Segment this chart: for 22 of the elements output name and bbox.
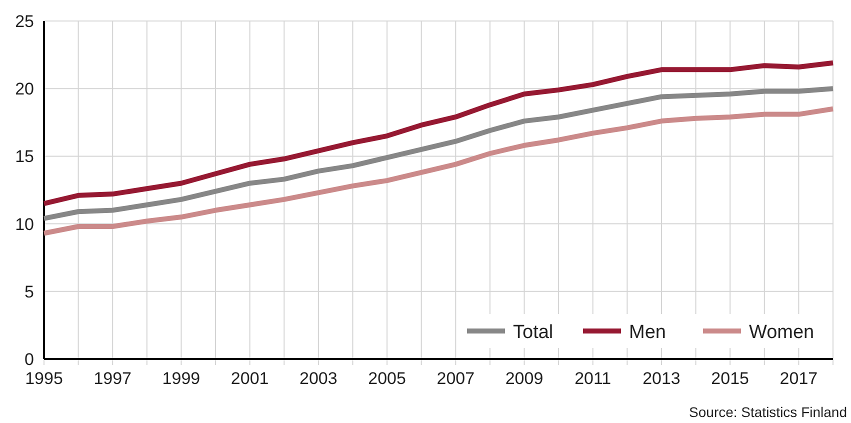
legend-label: Total <box>513 322 554 343</box>
y-tick-label: 0 <box>24 350 34 369</box>
y-tick-label: 15 <box>15 147 34 166</box>
x-tick-label: 2003 <box>300 369 338 388</box>
source-note: Source: Statistics Finland <box>689 404 847 420</box>
x-tick-label: 2001 <box>230 369 269 388</box>
y-tick-label: 10 <box>15 214 34 234</box>
x-tick-label: 2007 <box>436 369 475 388</box>
y-tick-label: 5 <box>24 282 34 302</box>
y-tick-label: 20 <box>15 80 34 99</box>
x-tick-label: 2013 <box>642 369 680 388</box>
x-tick-label: 2017 <box>780 369 818 388</box>
x-tick-label: 2005 <box>368 369 406 388</box>
x-tick-label: 1999 <box>162 369 200 388</box>
legend-label: Men <box>629 322 666 343</box>
x-tick-label: 1997 <box>94 369 132 388</box>
x-tick-label: 1995 <box>25 369 63 388</box>
x-tick-label: 2009 <box>505 369 544 388</box>
legend-label: Women <box>749 322 814 343</box>
y-tick-label: 25 <box>15 12 34 31</box>
x-tick-label: 2015 <box>711 369 749 388</box>
x-tick-label: 2011 <box>574 369 612 388</box>
